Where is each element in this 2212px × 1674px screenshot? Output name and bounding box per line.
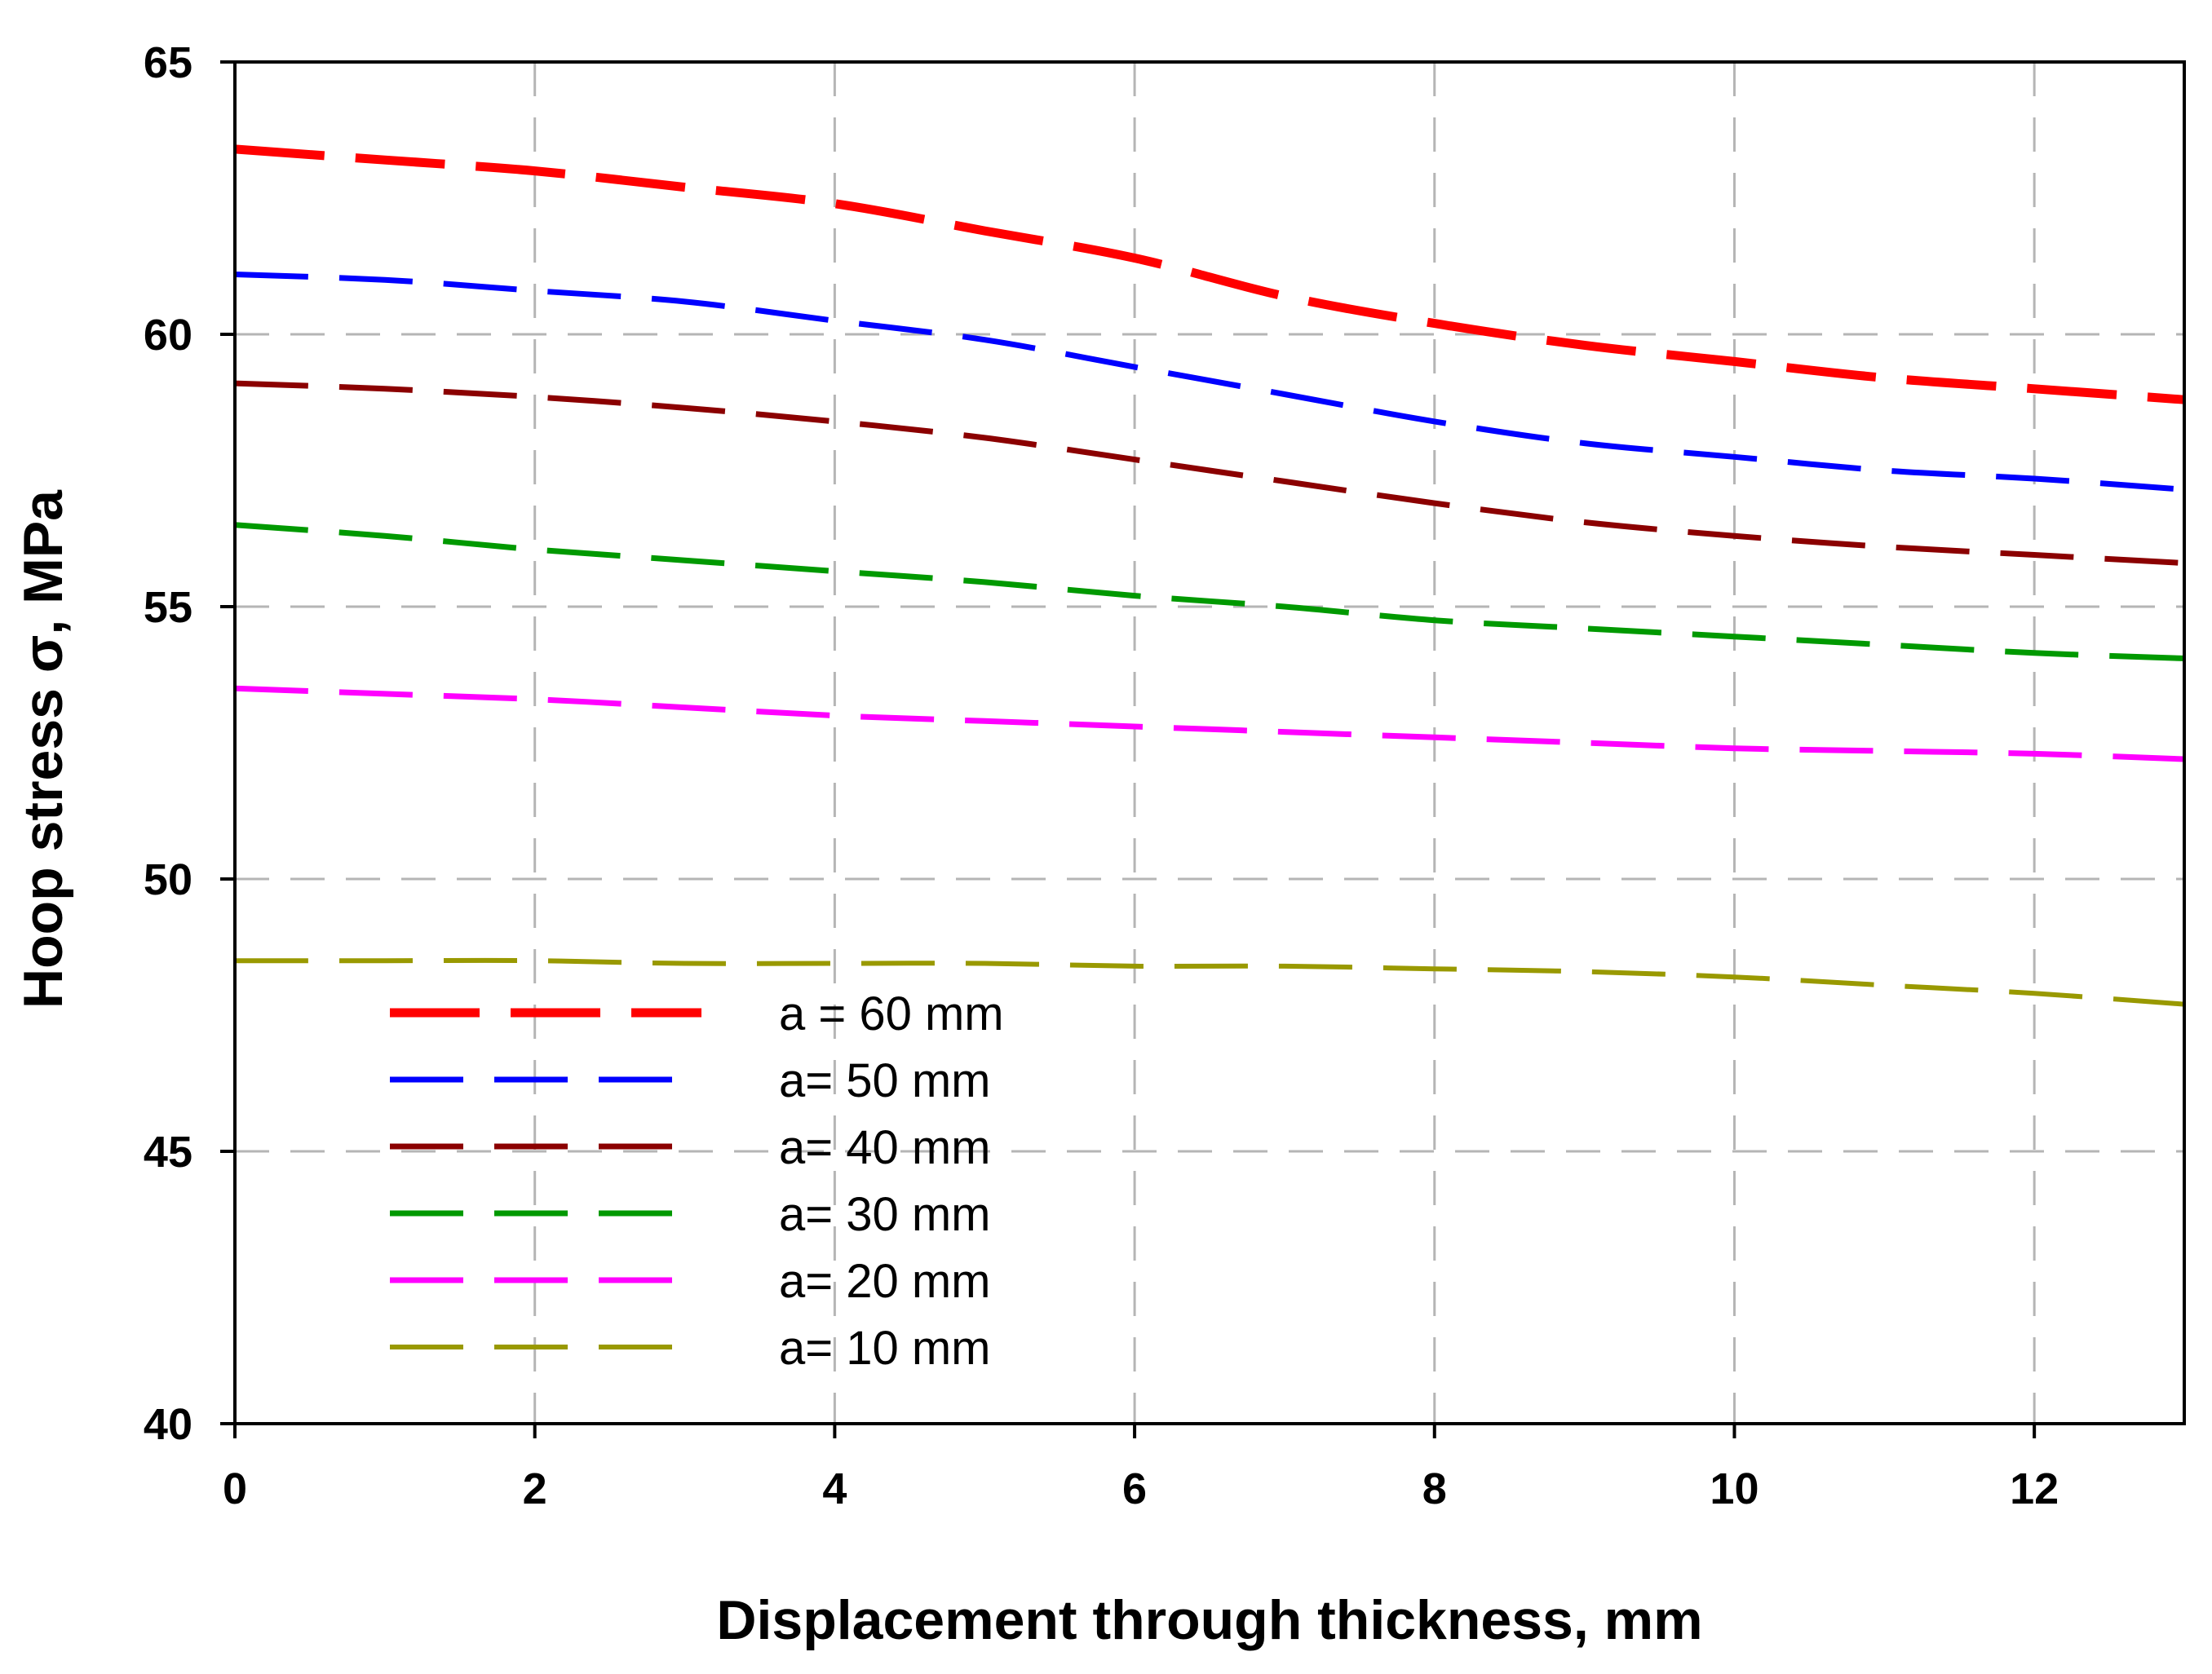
legend-label-4: a= 30 mm bbox=[779, 1188, 991, 1241]
x-tick-label: 0 bbox=[223, 1464, 247, 1513]
series-layer bbox=[234, 144, 2185, 1007]
legend-label-3: a= 40 mm bbox=[779, 1121, 991, 1174]
x-tick-label: 12 bbox=[2010, 1464, 2059, 1513]
y-tick-label: 40 bbox=[144, 1400, 192, 1449]
series-line-6 bbox=[235, 957, 2185, 1007]
legend-label-5: a= 20 mm bbox=[779, 1255, 991, 1308]
grid-layer bbox=[235, 62, 2184, 1424]
legend-label-1: a = 60 mm bbox=[779, 987, 1004, 1040]
x-tick-label: 8 bbox=[1422, 1464, 1447, 1513]
plot-frame bbox=[233, 60, 2186, 1425]
x-tick-label: 6 bbox=[1122, 1464, 1147, 1513]
x-tick-label: 10 bbox=[1710, 1464, 1759, 1513]
x-axis-title: Displacement through thickness, mm bbox=[716, 1589, 1702, 1651]
x-tick-label: 2 bbox=[523, 1464, 547, 1513]
legend: a = 60 mm a= 50 mm a= 40 mm a= 30 mm a= 20 m… bbox=[390, 987, 1004, 1375]
series-line-4 bbox=[234, 522, 2185, 661]
legend-label-6: a= 10 mm bbox=[779, 1322, 991, 1375]
series-line-3 bbox=[234, 380, 2185, 567]
legend-label-2: a= 50 mm bbox=[779, 1054, 991, 1107]
y-tick-label: 60 bbox=[144, 311, 192, 360]
y-tick-label: 50 bbox=[144, 855, 192, 904]
series-line-2 bbox=[234, 272, 2185, 492]
y-tick-label: 65 bbox=[144, 38, 192, 87]
y-tick-label: 55 bbox=[144, 583, 192, 632]
axes-layer: 0 2 4 6 8 10 12 40 45 50 55 60 65 bbox=[144, 38, 2186, 1513]
y-tick-label: 45 bbox=[144, 1128, 192, 1177]
y-axis-title: Hoop stress σ, MPa bbox=[12, 489, 74, 1009]
x-tick-label: 4 bbox=[822, 1464, 847, 1513]
series-line-1 bbox=[234, 144, 2185, 404]
plot-background bbox=[235, 62, 2184, 1424]
series-line-5 bbox=[234, 685, 2185, 762]
